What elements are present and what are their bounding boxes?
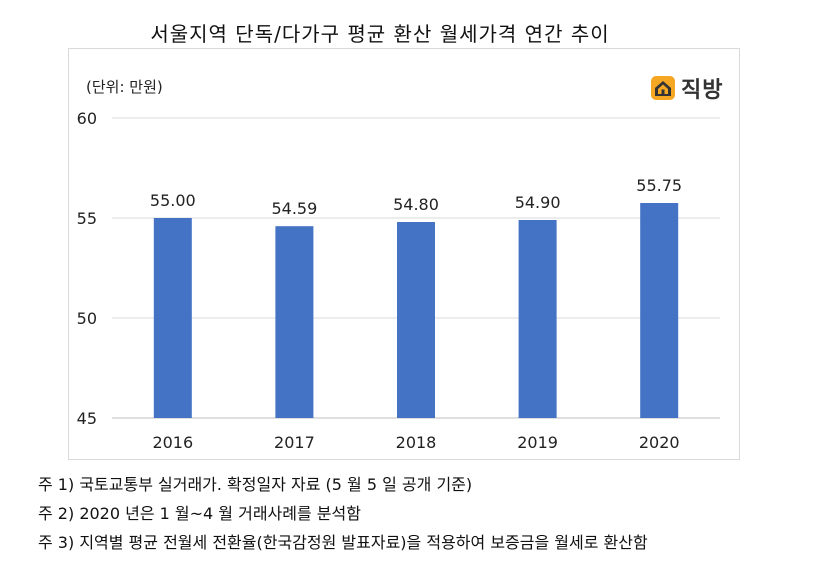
unit-label: (단위: 만원) <box>86 78 163 96</box>
bar <box>275 226 314 418</box>
x-tick-label: 2020 <box>639 433 680 452</box>
data-label: 54.80 <box>393 195 439 214</box>
bar <box>518 220 557 418</box>
footnotes: 주 1) 국토교통부 실거래가. 확정일자 자료 (5 월 5 일 공개 기준)… <box>38 474 648 561</box>
house-icon <box>651 76 675 100</box>
y-tick-label: 45 <box>77 409 97 428</box>
chart-title: 서울지역 단독/다가구 평균 환산 월세가격 연간 추이 <box>150 22 610 46</box>
data-label: 54.90 <box>515 193 561 212</box>
bar <box>397 222 435 418</box>
y-tick-label: 55 <box>77 209 97 228</box>
data-label: 55.75 <box>636 176 682 195</box>
bar <box>153 218 192 418</box>
y-tick-label: 50 <box>77 309 97 328</box>
logo-text: 직방 <box>681 78 724 103</box>
x-tick-label: 2018 <box>396 433 437 452</box>
x-tick-label: 2016 <box>152 433 193 452</box>
x-tick-label: 2019 <box>517 433 558 452</box>
data-label: 54.59 <box>271 199 317 218</box>
x-tick-label: 2017 <box>274 433 315 452</box>
footnote-1: 주 1) 국토교통부 실거래가. 확정일자 자료 (5 월 5 일 공개 기준) <box>38 475 473 494</box>
y-tick-label: 60 <box>77 109 97 128</box>
bar <box>640 203 679 418</box>
footnote-3: 주 3) 지역별 평균 전월세 전환율(한국감정원 발표자료)을 적용하여 보증… <box>38 533 648 552</box>
footnote-2: 주 2) 2020 년은 1 월~4 월 거래사례를 분석함 <box>38 504 361 523</box>
data-label: 55.00 <box>150 191 196 210</box>
zigbang-logo: 직방 <box>650 72 723 104</box>
